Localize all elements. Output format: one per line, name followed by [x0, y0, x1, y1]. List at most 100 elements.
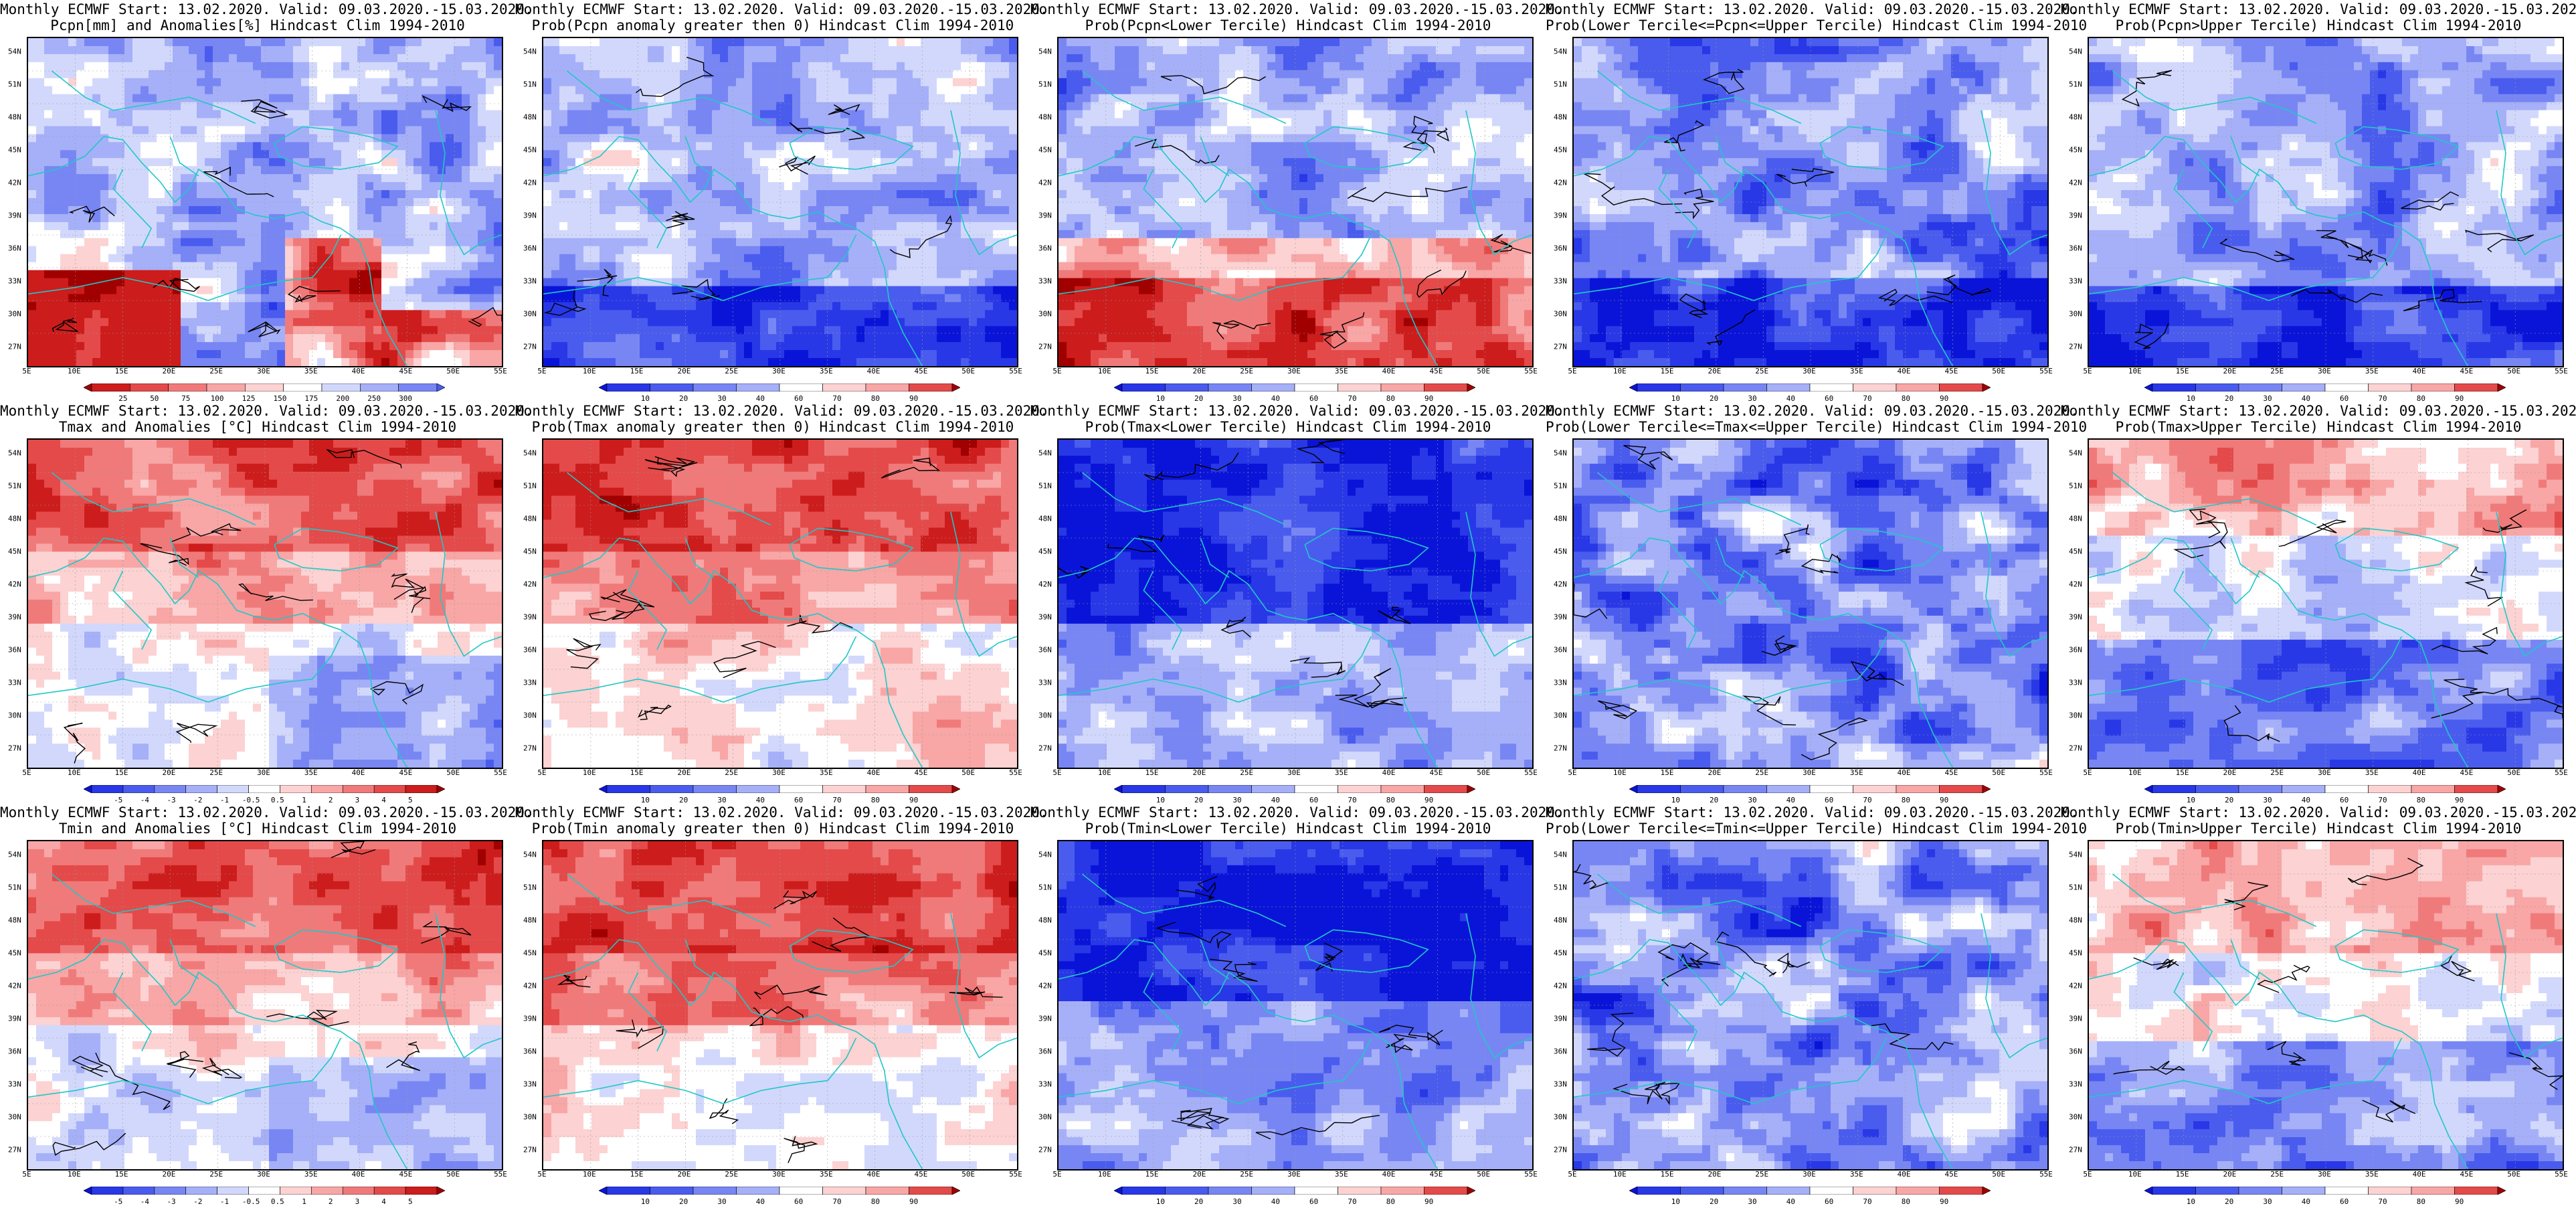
lat-tick-label: 27N	[1038, 343, 1052, 351]
colorbar-segment	[1629, 785, 1637, 793]
lat-tick-label: 27N	[1554, 343, 1567, 351]
lon-tick-label: 35E	[304, 367, 318, 375]
lon-tick-label: 45E	[1429, 768, 1443, 777]
colorbar-segment	[399, 383, 437, 392]
colorbar-tick-label: 40	[1271, 1197, 1280, 1206]
lat-tick-label: 39N	[1554, 1015, 1567, 1023]
colorbar-segment	[650, 785, 694, 793]
colorbar-segment	[823, 383, 866, 392]
lon-tick-label: 30E	[1803, 768, 1816, 777]
lon-tick-label: 20E	[2223, 367, 2236, 375]
lon-tick-label: 10E	[68, 768, 81, 777]
lat-tick-label: 33N	[2069, 679, 2082, 687]
colorbar-segment	[123, 785, 155, 793]
lat-tick-label: 33N	[1038, 679, 1052, 687]
lon-tick-label: 15E	[630, 768, 644, 777]
map-plot-area	[27, 37, 503, 367]
lat-tick-label: 45N	[2069, 949, 2082, 958]
lat-tick-label: 36N	[8, 1047, 21, 1056]
lon-tick-label: 25E	[209, 768, 223, 777]
lat-tick-label: 30N	[523, 711, 537, 720]
lon-tick-label: 45E	[1429, 1170, 1443, 1179]
lat-tick-label: 51N	[2069, 482, 2082, 491]
lat-tick-label: 39N	[2069, 613, 2082, 622]
lat-tick-label: 36N	[1554, 646, 1567, 655]
lat-tick-label: 30N	[2069, 310, 2082, 319]
lon-tick-label: 55E	[1524, 768, 1538, 777]
panel-title-line2: Pcpn[mm] and Anomalies[%] Hindcast Clim …	[0, 17, 515, 33]
lon-tick-label: 20E	[1192, 768, 1206, 777]
lon-tick-label: 35E	[2365, 768, 2379, 777]
colorbar-segment	[2498, 383, 2506, 392]
lon-tick-label: 10E	[68, 367, 81, 375]
colorbar-tick-label: 80	[1902, 1197, 1910, 1206]
map-plot-area	[1572, 438, 2049, 769]
lon-tick-label: 35E	[820, 1170, 833, 1179]
lat-tick-label: 54N	[1554, 449, 1567, 458]
colorbar-segment	[186, 1187, 217, 1195]
forecast-panel: Monthly ECMWF Start: 13.02.2020. Valid: …	[1030, 0, 1546, 402]
colorbar	[599, 1187, 960, 1195]
colorbar-tick-label: -5	[114, 1197, 122, 1206]
colorbar-segment	[280, 785, 311, 793]
panel-title-line2: Prob(Lower Tercile<=Pcpn<=Upper Tercile)…	[1546, 17, 2061, 33]
lon-tick-label: 40E	[2413, 367, 2426, 375]
colorbar-segment	[1940, 785, 1983, 793]
lat-tick-label: 45N	[8, 949, 21, 958]
map-plot-area	[1057, 438, 1534, 769]
lat-tick-label: 45N	[523, 146, 537, 155]
panel-title-line2: Prob(Tmax anomaly greater then 0) Hindca…	[515, 419, 1030, 435]
lon-tick-label: 50E	[961, 367, 975, 375]
lon-tick-label: 10E	[1613, 367, 1627, 375]
lon-tick-label: 20E	[2223, 768, 2236, 777]
lon-tick-label: 25E	[1755, 1170, 1768, 1179]
lat-tick-label: 42N	[8, 982, 21, 990]
lat-tick-label: 48N	[2069, 113, 2082, 122]
lon-tick-label: 25E	[1240, 768, 1253, 777]
lat-tick-label: 33N	[1554, 679, 1567, 687]
colorbar-segment	[693, 1187, 737, 1195]
colorbar-segment	[737, 383, 780, 392]
lon-tick-label: 10E	[2128, 768, 2142, 777]
lon-tick-label: 15E	[1661, 1170, 1674, 1179]
panel-title-line2: Prob(Lower Tercile<=Tmax<=Upper Tercile)…	[1546, 419, 2061, 435]
map-plot-area	[1057, 840, 1534, 1171]
lon-tick-label: 40E	[867, 367, 881, 375]
lon-tick-label: 50E	[2507, 1170, 2520, 1179]
colorbar-segment	[2196, 1187, 2239, 1195]
lon-tick-label: 15E	[1661, 768, 1674, 777]
lat-tick-label: 45N	[1554, 949, 1567, 958]
colorbar-segment	[2239, 785, 2282, 793]
lat-tick-label: 30N	[1554, 711, 1567, 720]
colorbar-segment	[2152, 383, 2196, 392]
panel-title-line1: Monthly ECMWF Start: 13.02.2020. Valid: …	[2061, 804, 2576, 821]
colorbar-tick-label: 90	[1940, 1197, 1948, 1206]
colorbar-tick-label: 30	[1748, 1197, 1756, 1206]
colorbar-segment	[249, 1187, 280, 1195]
colorbar-tick-label: 90	[2455, 1197, 2464, 1206]
lat-tick-label: 30N	[523, 310, 537, 319]
lon-tick-label: 10E	[1098, 367, 1111, 375]
lat-tick-label: 54N	[1038, 851, 1052, 859]
lon-tick-label: 30E	[1287, 367, 1301, 375]
lat-tick-label: 30N	[1038, 310, 1052, 319]
colorbar-segment	[155, 785, 186, 793]
colorbar-tick-label: 70	[2378, 1197, 2387, 1206]
colorbar-segment	[599, 383, 607, 392]
lon-tick-label: 40E	[2413, 768, 2426, 777]
panel-title-line1: Monthly ECMWF Start: 13.02.2020. Valid: …	[0, 1, 515, 17]
colorbar-segment	[737, 1187, 780, 1195]
map-plot-area	[542, 438, 1018, 769]
colorbar	[1629, 1187, 1991, 1195]
colorbar-tick-label: 60	[2340, 1197, 2349, 1206]
colorbar-segment	[779, 1187, 823, 1195]
lon-tick-label: 55E	[494, 1170, 507, 1179]
colorbar-segment	[2152, 1187, 2196, 1195]
lat-tick-label: 33N	[1038, 1080, 1052, 1089]
lat-tick-label: 39N	[8, 613, 21, 622]
colorbar-segment	[1208, 785, 1252, 793]
lon-tick-label: 25E	[1240, 367, 1253, 375]
lat-tick-label: 51N	[1038, 482, 1052, 491]
lat-tick-label: 39N	[2069, 1015, 2082, 1023]
colorbar-tick-label: 40	[1786, 1197, 1795, 1206]
